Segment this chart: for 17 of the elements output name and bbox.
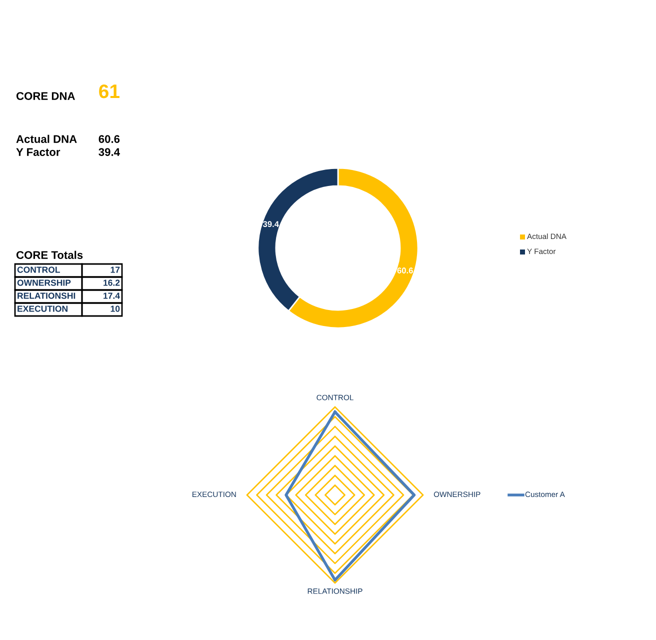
data-label: 60.6 [397, 268, 413, 274]
category-label: OWNERSHIP [17, 280, 71, 286]
text: CORE Totals [16, 250, 83, 259]
data-label: 16.2 [104, 280, 120, 286]
data-label: 10 [110, 306, 120, 312]
category-label: RELATIONSHI [18, 292, 76, 299]
data-label: 39.4 [262, 221, 279, 228]
data-label: 17 [110, 266, 120, 273]
category-label: CONTROL [17, 266, 60, 273]
text: 60.6 [98, 135, 120, 143]
text: CORE DNA [16, 92, 75, 100]
text: 39.4 [98, 148, 120, 156]
text: 61 [99, 84, 120, 98]
data-label: 17.4 [104, 292, 120, 299]
text: Y Factor [16, 148, 60, 156]
text: Actual DNA [16, 134, 77, 143]
category-label: EXECUTION [18, 306, 68, 312]
